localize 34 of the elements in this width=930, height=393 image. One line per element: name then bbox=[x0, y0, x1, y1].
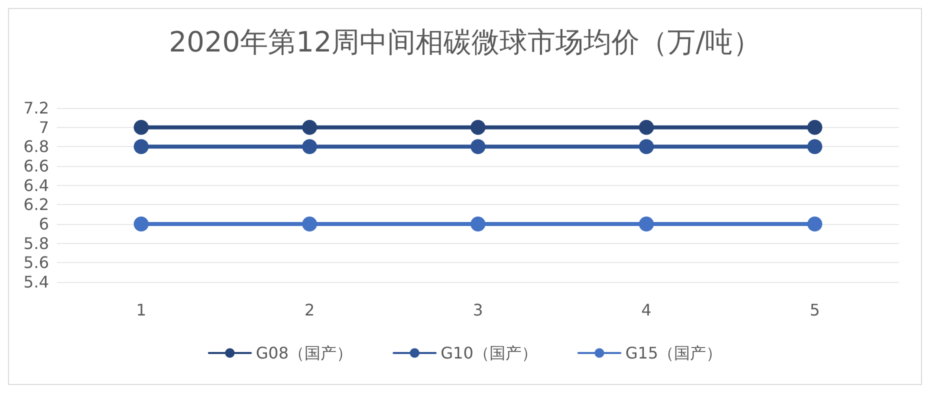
y-tick-label: 7.2 bbox=[24, 98, 49, 118]
y-tick-label: 7 bbox=[38, 118, 49, 137]
y-tick-label: 5.8 bbox=[24, 234, 49, 253]
x-tick-label: 2 bbox=[304, 300, 315, 320]
point bbox=[302, 216, 318, 232]
point bbox=[638, 139, 654, 154]
x-tick-label: 3 bbox=[472, 300, 484, 320]
point bbox=[638, 216, 654, 232]
chart-title: 2020年第12周中间相碳微球市场均价（万/吨） bbox=[168, 26, 762, 58]
x-tick-label: 5 bbox=[810, 300, 820, 320]
legend-label: G08（国产） bbox=[256, 344, 353, 362]
y-tick-label: 6 bbox=[38, 214, 49, 234]
y-tick-label: 6.2 bbox=[24, 195, 49, 214]
y-tick-label: 5.6 bbox=[24, 253, 49, 272]
point bbox=[302, 139, 318, 154]
point bbox=[638, 120, 654, 135]
legend-label: G15（国产） bbox=[625, 344, 722, 362]
point bbox=[807, 139, 822, 154]
point bbox=[470, 120, 486, 135]
x-tick-label: 1 bbox=[136, 300, 146, 320]
point bbox=[134, 120, 149, 135]
y-tick-label: 5.4 bbox=[24, 272, 49, 292]
point bbox=[470, 216, 486, 232]
point bbox=[302, 120, 318, 135]
point bbox=[134, 139, 149, 154]
y-tick-label: 6.4 bbox=[24, 176, 49, 195]
point bbox=[470, 139, 486, 154]
legend-label: G10（国产） bbox=[440, 344, 538, 362]
y-tick-label: 6.8 bbox=[24, 137, 49, 156]
point bbox=[807, 216, 822, 232]
point bbox=[807, 120, 822, 135]
point bbox=[134, 216, 149, 232]
x-tick-label: 4 bbox=[641, 300, 652, 320]
y-tick-label: 6.6 bbox=[24, 156, 49, 176]
